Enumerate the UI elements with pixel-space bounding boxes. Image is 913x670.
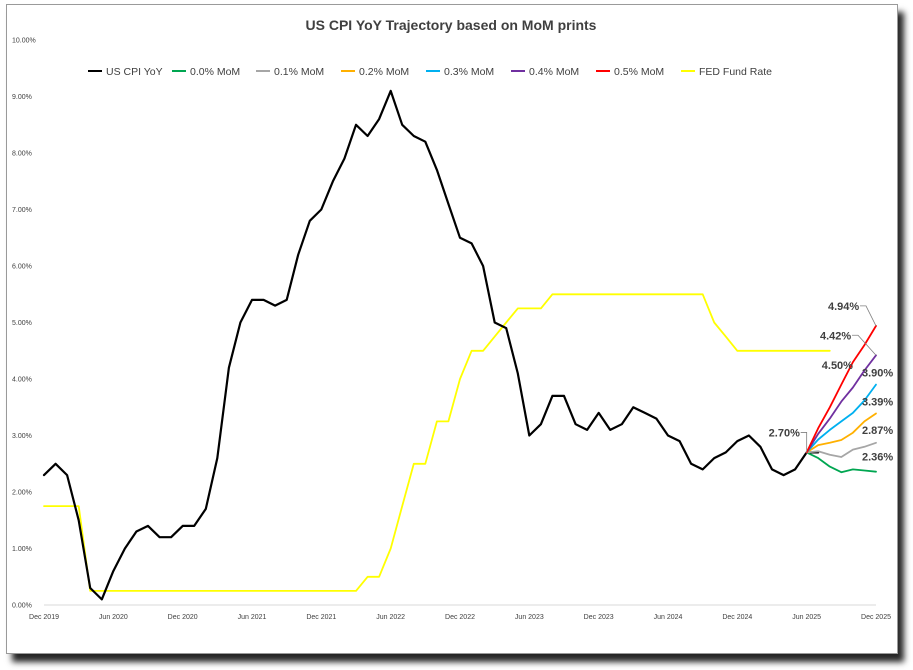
annotation-label: 4.94% <box>828 301 859 313</box>
annotation-label: 3.39% <box>862 396 893 408</box>
y-axis-ticks: 0.00% 1.00% 2.00% 3.00% 4.00% 5.00% 6.00% 7.00%… <box>12 38 36 610</box>
y-tick-label: 3.00% <box>12 433 32 440</box>
x-tick-label: Dec 2021 <box>306 614 336 621</box>
series-line-0-1-mom <box>805 441 877 458</box>
legend-label-us-cpi-yoy: US CPI YoY <box>106 66 163 78</box>
y-tick-label: 7.00% <box>12 207 32 214</box>
series-line-0-2-mom <box>805 412 877 454</box>
chart-frame <box>6 4 898 654</box>
series-line-0-0-mom <box>805 451 877 474</box>
annotation-leader-line <box>852 334 877 356</box>
legend-label-0-4-mom: 0.4% MoM <box>529 66 579 78</box>
annotation-label: 2.36% <box>862 452 893 464</box>
y-tick-label: 2.00% <box>12 490 32 497</box>
legend-label-0-2-mom: 0.2% MoM <box>359 66 409 78</box>
x-tick-label: Dec 2020 <box>168 614 198 621</box>
y-tick-label: 9.00% <box>12 94 32 101</box>
x-tick-label: Jun 2022 <box>376 614 405 621</box>
x-tick-label: Jun 2024 <box>654 614 683 621</box>
x-tick-label: Jun 2025 <box>792 614 821 621</box>
annotation-leader-line <box>860 305 877 327</box>
annotation-label: 4.42% <box>820 330 851 342</box>
y-tick-label: 0.00% <box>12 603 32 610</box>
chart-legend: US CPI YoY 0.0% MoM 0.1% MoM 0.2% MoM 0.3% M… <box>88 66 772 78</box>
legend-label-0-1-mom: 0.1% MoM <box>274 66 324 78</box>
series-line-0-3-mom <box>805 383 877 454</box>
x-tick-label: Jun 2021 <box>238 614 267 621</box>
series-line-us-cpi-yoy <box>42 89 820 601</box>
chart-title: US CPI YoY Trajectory based on MoM print… <box>306 17 597 33</box>
x-tick-label: Dec 2019 <box>29 614 59 621</box>
legend-label-fed-fund-rate: FED Fund Rate <box>699 66 772 78</box>
x-tick-label: Dec 2024 <box>722 614 752 621</box>
series-line-0-5-mom <box>805 324 877 454</box>
annotation-label: 3.90% <box>862 368 893 380</box>
legend-label-0-5-mom: 0.5% MoM <box>614 66 664 78</box>
series-lines <box>42 89 877 601</box>
y-tick-label: 5.00% <box>12 320 32 327</box>
annotation-label: 2.70% <box>769 427 800 439</box>
x-tick-label: Dec 2022 <box>445 614 475 621</box>
x-tick-label: Dec 2023 <box>584 614 614 621</box>
end-value-labels: 2.70% 4.50% 4.94% 4.42% 3.90% 3.39% 2.87% 2.36% <box>769 301 894 464</box>
legend-label-0-3-mom: 0.3% MoM <box>444 66 494 78</box>
y-tick-label: 4.00% <box>12 377 32 384</box>
series-line-fed-fund-rate <box>43 293 831 592</box>
y-tick-label: 8.00% <box>12 151 32 158</box>
x-tick-label: Dec 2025 <box>861 614 891 621</box>
x-axis-ticks: Dec 2019 Jun 2020 Dec 2020 Jun 2021 Dec 2021… <box>29 614 891 621</box>
y-tick-label: 10.00% <box>12 38 36 45</box>
y-tick-label: 1.00% <box>12 546 32 553</box>
series-line-0-4-mom <box>805 354 877 454</box>
annotation-leader-line <box>800 432 808 453</box>
legend-label-0-0-mom: 0.0% MoM <box>190 66 240 78</box>
x-tick-label: Jun 2023 <box>515 614 544 621</box>
annotation-label: 4.50% <box>822 360 853 372</box>
annotation-label: 2.87% <box>862 425 893 437</box>
y-tick-label: 6.00% <box>12 264 32 271</box>
x-tick-label: Jun 2020 <box>99 614 128 621</box>
